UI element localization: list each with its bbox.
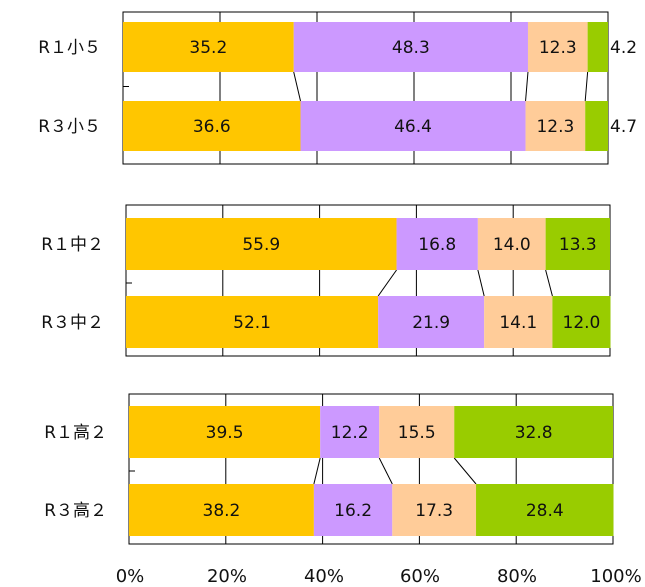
series-connector-line (525, 71, 529, 102)
data-label: 4.2 (610, 38, 637, 58)
data-label: 12.3 (539, 38, 577, 58)
chart-panel-1: 35.2 48.3 12.3 4.2 R１小５ 36.6 46.4 12.3 4.7 R３小５ (38, 11, 637, 165)
data-label: 39.5 (206, 423, 244, 443)
bar-row: 52.1 21.9 14.1 12.0 (126, 296, 611, 348)
data-label: 28.4 (526, 501, 564, 521)
bar-segment (585, 101, 608, 151)
category-label: R１高２ (44, 423, 107, 443)
data-label: 21.9 (412, 313, 450, 333)
series-connector-line (378, 457, 393, 485)
bar-segment (484, 296, 553, 348)
data-label: 32.8 (515, 423, 553, 443)
bar-segment (525, 101, 586, 151)
bar-row: 55.9 16.8 14.0 13.3 (126, 218, 610, 270)
data-label: 14.0 (493, 235, 531, 255)
data-label: 55.9 (242, 235, 280, 255)
bar-segment (129, 406, 321, 458)
bar-segment (545, 218, 610, 270)
data-label: 12.2 (331, 423, 369, 443)
data-label: 13.3 (559, 235, 597, 255)
data-label: 12.0 (563, 313, 601, 333)
x-tick-label: 60% (400, 566, 440, 587)
bar-row: 36.6 46.4 12.3 4.7 (123, 101, 637, 151)
bar-segment (552, 296, 611, 348)
category-label: R１中２ (41, 235, 104, 255)
series-connector-line (453, 457, 477, 485)
data-label: 15.5 (398, 423, 436, 443)
bar-row: 39.5 12.2 15.5 32.8 (129, 406, 613, 458)
data-label: 46.4 (394, 117, 432, 137)
series-connector-line (313, 457, 321, 485)
data-label: 35.2 (189, 38, 227, 58)
data-label: 17.3 (415, 501, 453, 521)
category-label: R３中２ (41, 313, 104, 333)
data-label: 4.7 (610, 117, 637, 137)
data-label: 14.1 (499, 313, 537, 333)
bar-segment (126, 296, 379, 348)
bar-row: 35.2 48.3 12.3 4.2 (123, 22, 637, 72)
x-tick-label: 80% (497, 566, 537, 587)
bar-segment (476, 484, 614, 536)
x-tick-label: 100% (590, 566, 641, 587)
bar-segment (477, 218, 546, 270)
data-label: 16.2 (334, 501, 372, 521)
panel-frame (125, 204, 611, 357)
bar-segment (123, 22, 294, 72)
data-label: 12.3 (536, 117, 574, 137)
series-connector-line (584, 71, 589, 102)
bar-segment (293, 22, 528, 72)
bar-segment (587, 22, 608, 72)
x-tick-label: 20% (207, 566, 247, 587)
data-label: 16.8 (418, 235, 456, 255)
bar-row: 38.2 16.2 17.3 28.4 (129, 484, 614, 536)
category-label: R３高２ (44, 501, 107, 521)
data-label: 52.1 (233, 313, 271, 333)
series-connector-line (545, 269, 553, 297)
data-label: 48.3 (392, 38, 430, 58)
bar-segment (320, 406, 380, 458)
x-tick-label: 40% (304, 566, 344, 587)
bar-segment (313, 484, 393, 536)
bar-segment (300, 101, 526, 151)
bar-segment (392, 484, 477, 536)
chart-panel-2: 55.9 16.8 14.0 13.3 R１中２ 52.1 21.9 14.1 12.0 R３中２ (41, 204, 611, 357)
chart-panel-3: 39.5 12.2 15.5 32.8 R１高２ 38.2 16.2 17.3 28.4 R３高２ (44, 393, 614, 545)
bar-segment (123, 101, 301, 151)
bar-segment (126, 218, 397, 270)
series-connector-line (293, 71, 301, 102)
bar-segment (129, 484, 314, 536)
series-connector-line (377, 269, 397, 297)
x-tick-label: 0% (116, 566, 145, 587)
data-label: 36.6 (193, 117, 231, 137)
data-label: 38.2 (203, 501, 241, 521)
panel-frame (122, 11, 609, 165)
series-connector-line (477, 269, 485, 297)
x-axis-ticks: 0% 20% 40% 60% 80% 100% (116, 566, 642, 587)
bar-segment (527, 22, 588, 72)
category-label: R１小５ (38, 38, 101, 58)
panel-frame (128, 393, 614, 545)
bar-segment (396, 218, 478, 270)
category-label: R３小５ (38, 117, 101, 137)
bar-segment (378, 296, 485, 348)
bar-segment (379, 406, 455, 458)
bar-segment (454, 406, 613, 458)
